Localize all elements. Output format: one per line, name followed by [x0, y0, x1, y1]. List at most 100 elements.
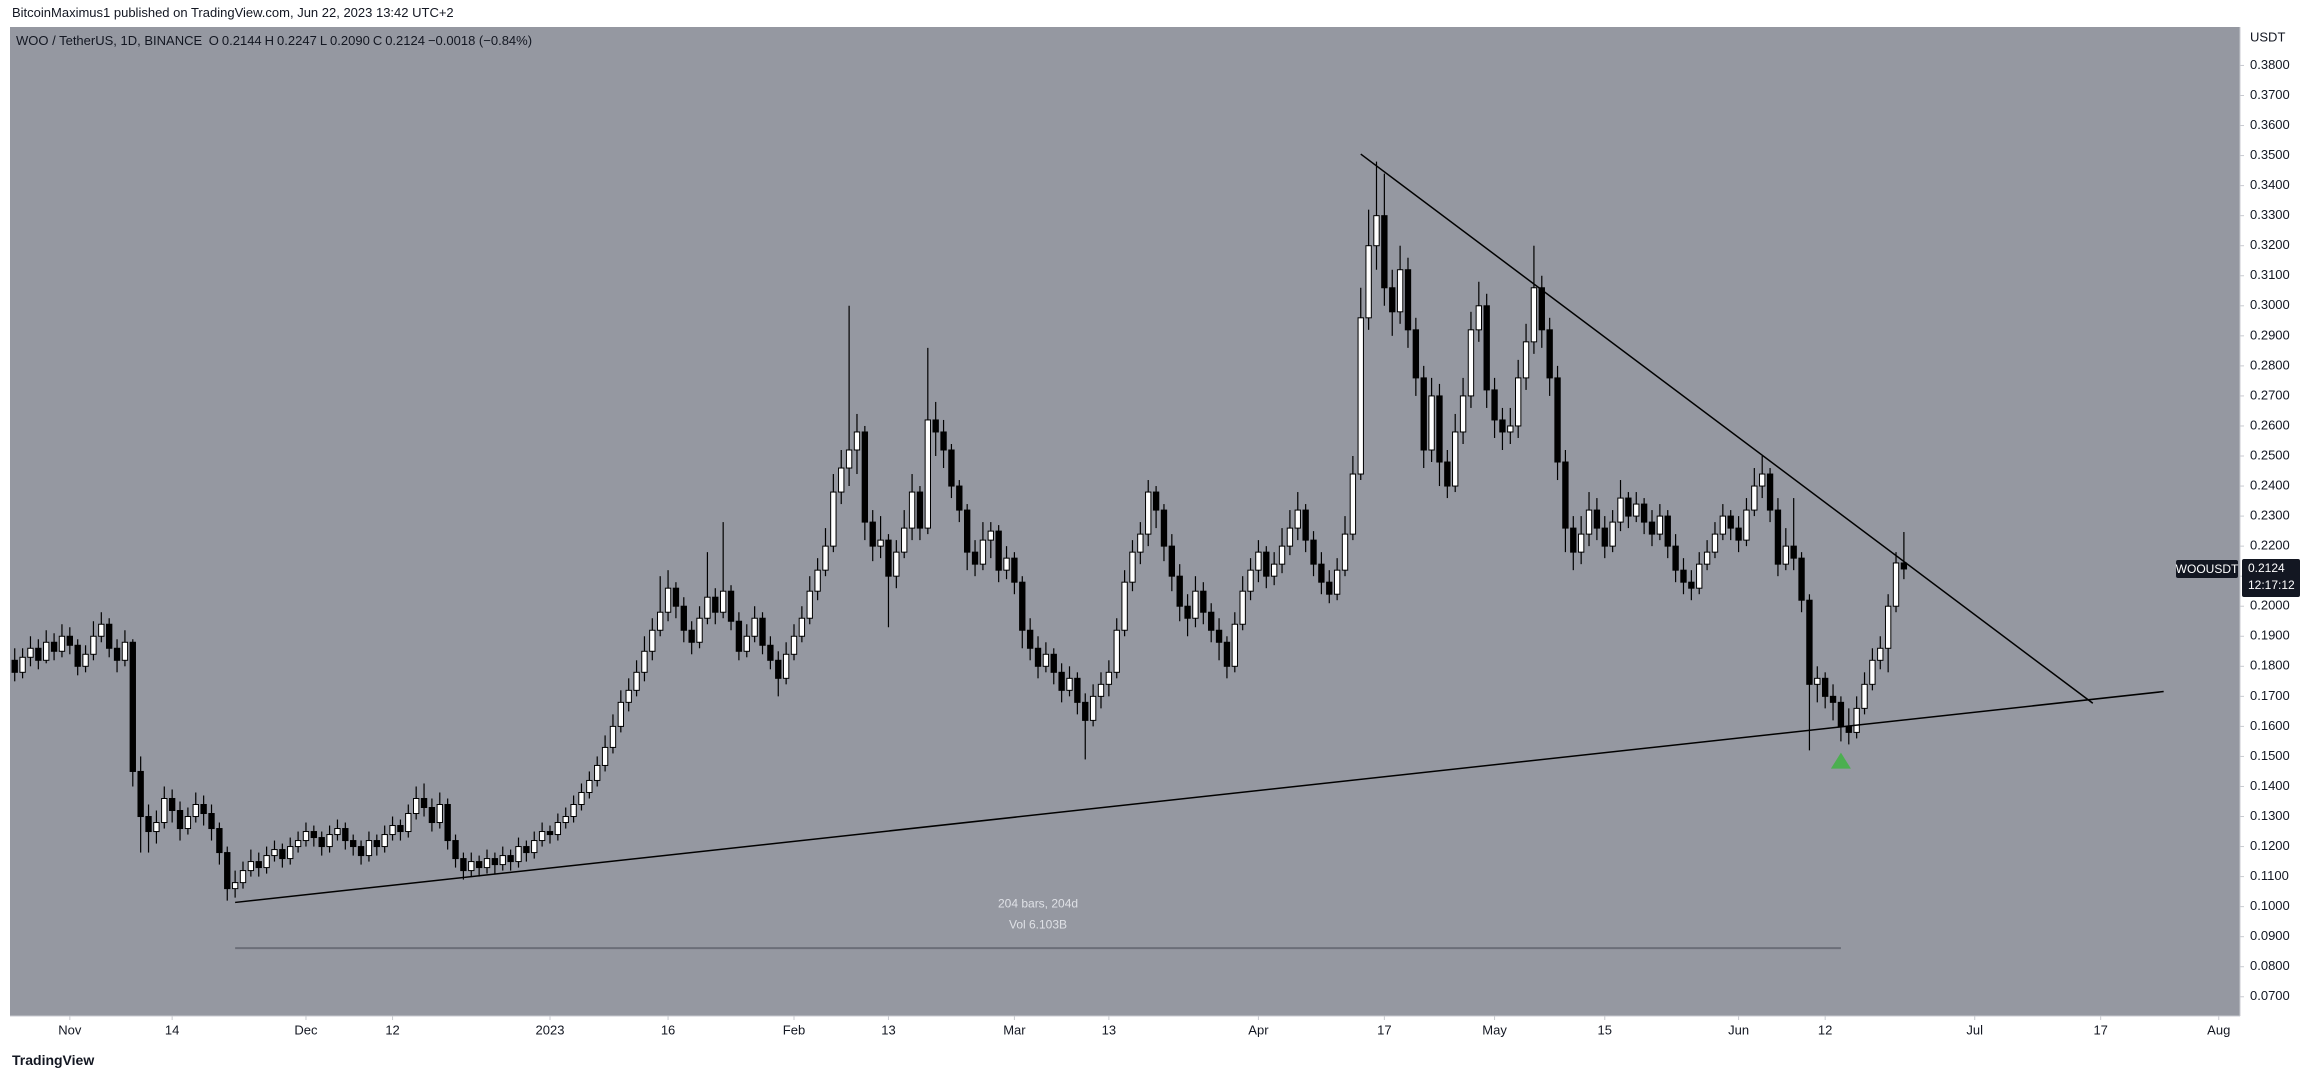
candle-body: [1255, 551, 1262, 571]
candle-body: [924, 419, 931, 529]
candle-body: [1294, 509, 1301, 529]
candle-body: [523, 846, 530, 854]
candle-body: [1113, 629, 1120, 673]
candle-body: [633, 671, 640, 691]
candle-body: [790, 635, 798, 655]
buy-marker: [1830, 752, 1851, 769]
candle-body: [397, 825, 404, 833]
candle-body: [546, 831, 554, 836]
candle-body: [1412, 329, 1420, 379]
candle-body: [1869, 659, 1876, 685]
candle-body: [1499, 419, 1506, 433]
price-tag-bg: [2242, 558, 2300, 597]
candle-body: [1790, 545, 1797, 559]
candle-body: [475, 861, 483, 869]
candle-body: [1467, 329, 1475, 397]
candle-body: [74, 644, 81, 667]
candle-body: [1625, 497, 1632, 517]
candle-body: [1034, 647, 1042, 667]
candle-body: [1546, 329, 1553, 379]
candle-body: [357, 846, 365, 857]
candle-body: [1688, 581, 1695, 589]
candle-body: [1192, 590, 1199, 619]
candle-body: [1806, 599, 1813, 685]
x-tick-label: 16: [661, 1022, 675, 1037]
candle-body: [1444, 461, 1451, 487]
candle-body: [538, 831, 546, 842]
candle-body: [1074, 677, 1081, 703]
candle-body: [1766, 473, 1774, 511]
candle-body: [1082, 701, 1089, 721]
candle-body: [216, 828, 223, 854]
candle-body: [845, 449, 853, 469]
candle-body: [1475, 305, 1483, 331]
ohlc-values: O 0.2144 H 0.2247 L 0.2090 C 0.2124 −0.0018 (−0.…: [209, 33, 535, 48]
candle-body: [1593, 509, 1601, 529]
candle-body: [1829, 695, 1837, 703]
candle-body: [1026, 629, 1034, 649]
candle-body: [1884, 605, 1892, 649]
candle-body: [1853, 707, 1860, 733]
candle-body: [1215, 629, 1223, 643]
candle-body: [719, 590, 727, 613]
candle-body: [1373, 215, 1380, 247]
x-tick-label: Nov: [58, 1022, 82, 1037]
candle-body: [735, 620, 743, 652]
candle-body: [342, 828, 349, 842]
candle-body: [255, 861, 262, 869]
candle-body: [601, 746, 609, 766]
candle-body: [1483, 305, 1490, 391]
candle-body: [1145, 491, 1152, 535]
candle-body: [1381, 215, 1388, 289]
y-tick-label: 0.1200: [2250, 838, 2290, 853]
candle-body: [1617, 497, 1624, 523]
x-tick-label: Apr: [1248, 1022, 1269, 1037]
candle-body: [428, 807, 436, 824]
y-tick-label: 0.3500: [2250, 147, 2290, 162]
candle-body: [1727, 515, 1734, 529]
candle-body: [1648, 521, 1656, 535]
candle-body: [704, 596, 711, 619]
candle-body: [948, 449, 955, 487]
x-tick-label: 13: [881, 1022, 895, 1037]
candle-body: [1389, 287, 1396, 313]
candle-body: [1396, 269, 1404, 313]
y-tick-label: 0.3400: [2250, 177, 2290, 192]
candle-body: [916, 491, 924, 529]
x-tick-label: 17: [1377, 1022, 1391, 1037]
candle-body: [1562, 461, 1569, 529]
y-tick-label: 0.1900: [2250, 628, 2290, 643]
candle-body: [1774, 509, 1782, 565]
candle-body: [822, 545, 829, 571]
candle-body: [578, 791, 585, 806]
countdown: 12:17:12: [2248, 578, 2295, 592]
y-axis-label: USDT: [2250, 29, 2285, 44]
y-tick-label: 0.0800: [2250, 958, 2290, 973]
candle-body: [121, 641, 129, 661]
candle-body: [1782, 545, 1789, 565]
candle-body: [1019, 581, 1026, 631]
candle-body: [696, 617, 703, 643]
candle-body: [1184, 605, 1191, 619]
candle-body: [1200, 590, 1207, 613]
candle-body: [168, 797, 176, 812]
candle-body: [279, 849, 286, 860]
candle-body: [1452, 431, 1459, 487]
candle-body: [1877, 647, 1884, 661]
y-tick-label: 0.3200: [2250, 237, 2290, 252]
candle-body: [381, 834, 388, 848]
candle-body: [365, 840, 373, 857]
symbol-tag: WOOUSDT: [2176, 562, 2239, 576]
candle-body: [82, 653, 89, 667]
y-tick-label: 0.2300: [2250, 508, 2290, 523]
y-tick-label: 0.2900: [2250, 327, 2290, 342]
candle-body: [743, 635, 750, 652]
candle-body: [1239, 590, 1246, 625]
candle-body: [27, 647, 34, 658]
candle-body: [861, 431, 869, 523]
y-tick-label: 0.0700: [2250, 988, 2290, 1003]
candle-body: [1318, 563, 1325, 583]
candle-body: [1176, 575, 1183, 607]
candle-body: [1577, 533, 1585, 553]
candle-body: [1491, 389, 1498, 421]
